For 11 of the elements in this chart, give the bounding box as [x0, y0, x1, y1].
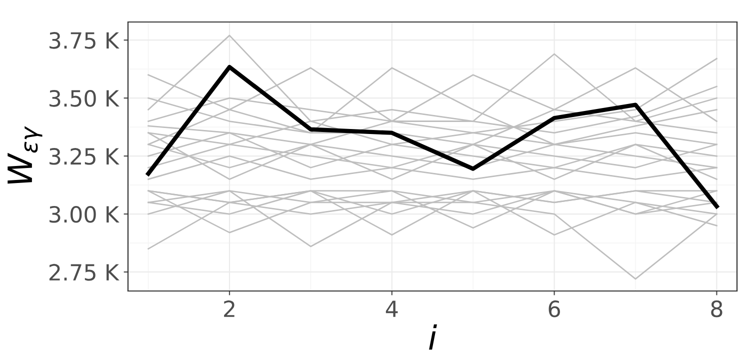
x-tick-label: 2: [224, 300, 234, 317]
y-tick-label: 3.50 K: [50, 90, 120, 107]
y-tick-label: 2.75 K: [49, 264, 120, 281]
y-tick-label: 3.25 K: [50, 148, 120, 165]
y-axis-title: W$_{εγ}$: [8, 126, 42, 184]
x-axis-title: i: [429, 324, 437, 350]
x-tick-label: 6: [548, 300, 560, 318]
y-tick-label: 3.75 K: [50, 32, 120, 49]
x-tick-label: 4: [386, 300, 398, 317]
y-tick-label: 3.00 K: [50, 206, 120, 223]
x-tick-label: 8: [711, 300, 722, 318]
